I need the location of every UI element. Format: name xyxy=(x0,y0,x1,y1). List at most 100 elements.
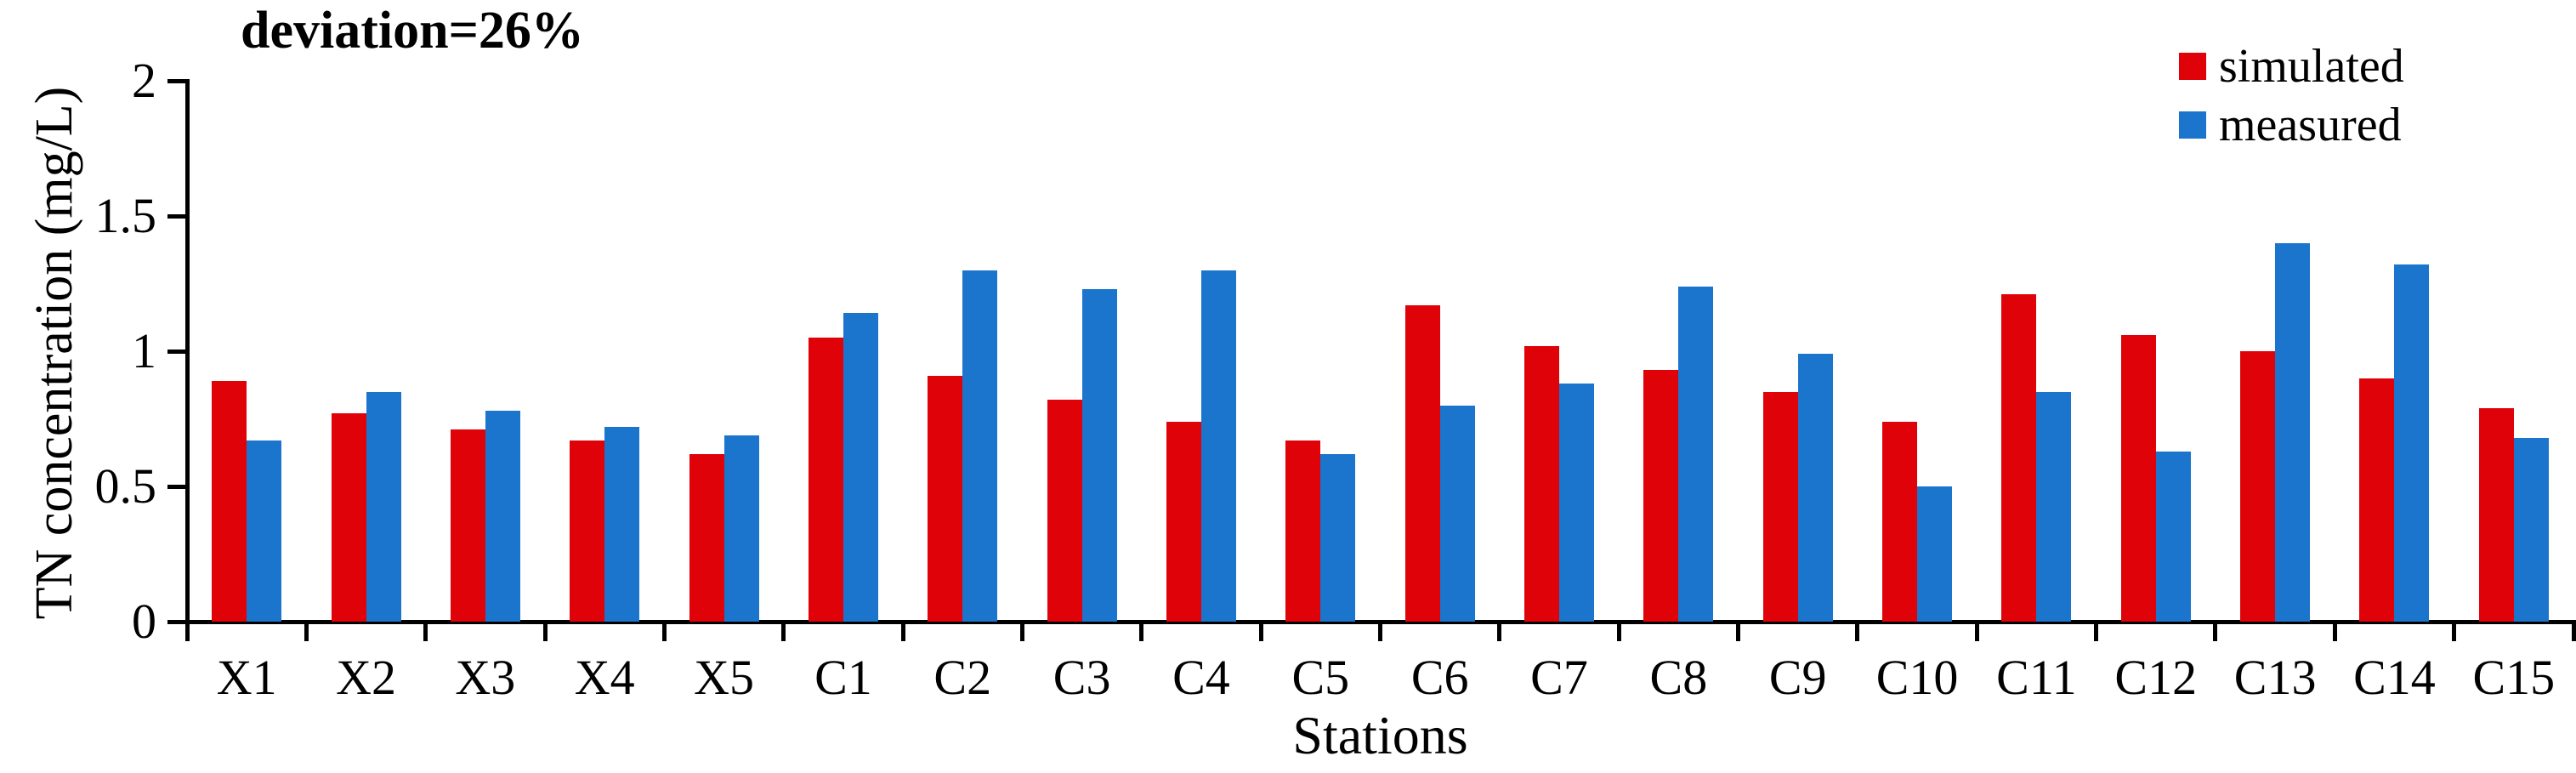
legend-item-simulated: simulated xyxy=(2179,41,2404,92)
x-tick-label-X4: X4 xyxy=(574,650,635,705)
x-tick-label-C2: C2 xyxy=(933,650,992,705)
x-tick-label-X5: X5 xyxy=(694,650,754,705)
x-tick-label-C4: C4 xyxy=(1172,650,1230,705)
y-tick xyxy=(167,619,185,624)
x-tick xyxy=(1855,622,1860,641)
x-tick xyxy=(2571,622,2576,641)
bar-simulated-C12 xyxy=(2120,334,2156,622)
x-tick-label-C11: C11 xyxy=(1996,650,2077,705)
bar-simulated-X3 xyxy=(450,429,485,622)
bar-measured-C4 xyxy=(1200,270,1236,622)
bar-measured-C2 xyxy=(962,270,998,622)
bar-simulated-X4 xyxy=(570,440,605,622)
bar-simulated-C9 xyxy=(1762,391,1798,622)
legend-swatch-simulated xyxy=(2179,53,2206,80)
bar-simulated-C13 xyxy=(2240,351,2276,622)
x-tick xyxy=(304,622,309,641)
x-tick-label-C7: C7 xyxy=(1530,650,1588,705)
x-tick-label-X3: X3 xyxy=(455,650,516,705)
x-tick xyxy=(1019,622,1024,641)
bar-simulated-C1 xyxy=(808,338,843,622)
x-tick-label-C13: C13 xyxy=(2233,650,2317,705)
x-tick xyxy=(2452,622,2457,641)
bar-measured-X1 xyxy=(247,440,282,622)
bar-measured-C5 xyxy=(1320,453,1356,622)
x-tick-label-C9: C9 xyxy=(1768,650,1827,705)
x-tick xyxy=(661,622,667,641)
x-tick-label-C10: C10 xyxy=(1875,650,1959,705)
x-tick-label-X2: X2 xyxy=(336,650,396,705)
bar-simulated-C14 xyxy=(2359,378,2395,622)
x-tick xyxy=(1378,622,1382,641)
bar-measured-C11 xyxy=(2036,391,2072,622)
x-tick xyxy=(2213,622,2218,641)
y-tick-label: 0 xyxy=(132,594,156,649)
legend-item-measured: measured xyxy=(2179,99,2404,151)
x-tick xyxy=(1497,622,1502,641)
x-tick-label-C15: C15 xyxy=(2472,650,2556,705)
x-tick xyxy=(2332,622,2337,641)
bar-measured-C13 xyxy=(2275,242,2311,622)
bar-simulated-C15 xyxy=(2478,407,2514,622)
x-axis-title: Stations xyxy=(1292,705,1468,765)
bar-measured-C3 xyxy=(1081,288,1117,622)
legend-label-simulated: simulated xyxy=(2219,40,2404,93)
y-tick xyxy=(167,349,185,354)
bar-simulated-C5 xyxy=(1285,440,1321,622)
x-tick xyxy=(1974,622,1979,641)
x-tick xyxy=(542,622,548,641)
bar-measured-X3 xyxy=(485,410,520,622)
bar-measured-C10 xyxy=(1917,486,1953,622)
bar-measured-C6 xyxy=(1439,405,1475,622)
x-tick xyxy=(1616,622,1621,641)
x-tick xyxy=(1258,622,1263,641)
bar-simulated-C7 xyxy=(1524,345,1560,622)
bar-simulated-C4 xyxy=(1166,421,1201,622)
bar-measured-X4 xyxy=(604,427,640,622)
bar-measured-C8 xyxy=(1678,286,1714,622)
x-tick-label-C12: C12 xyxy=(2114,650,2198,705)
x-tick xyxy=(1139,622,1144,641)
y-tick xyxy=(167,78,185,83)
x-tick-label-C1: C1 xyxy=(814,650,872,705)
bar-measured-C7 xyxy=(1559,384,1595,622)
bar-simulated-C3 xyxy=(1047,400,1082,622)
y-tick-label: 2 xyxy=(132,53,156,108)
x-tick-label-C3: C3 xyxy=(1053,650,1111,705)
bar-simulated-X1 xyxy=(212,380,247,622)
x-tick-label-C8: C8 xyxy=(1649,650,1708,705)
x-tick xyxy=(1736,622,1741,641)
legend: simulated measured xyxy=(2179,41,2404,151)
y-tick-label: 0.5 xyxy=(94,458,157,514)
bar-measured-C15 xyxy=(2513,437,2549,622)
x-tick xyxy=(2094,622,2099,641)
x-tick xyxy=(781,622,786,641)
y-tick-label: 1.5 xyxy=(94,188,157,243)
x-tick xyxy=(184,622,190,641)
x-tick-label-C5: C5 xyxy=(1291,650,1350,705)
y-axis-line xyxy=(184,79,190,641)
bar-measured-X5 xyxy=(723,435,759,622)
x-tick-label-C6: C6 xyxy=(1410,650,1469,705)
legend-label-measured: measured xyxy=(2219,99,2402,151)
bar-simulated-C8 xyxy=(1643,370,1679,622)
y-tick xyxy=(167,484,185,489)
bar-measured-C9 xyxy=(1797,354,1833,622)
x-tick xyxy=(423,622,428,641)
bar-simulated-C11 xyxy=(2001,294,2037,622)
bar-measured-X2 xyxy=(366,391,401,622)
bar-measured-C14 xyxy=(2394,264,2430,622)
x-tick-label-C14: C14 xyxy=(2353,650,2436,705)
x-tick-label-X1: X1 xyxy=(216,650,277,705)
x-tick xyxy=(900,622,905,641)
bar-simulated-C6 xyxy=(1404,304,1440,622)
bar-simulated-X5 xyxy=(689,453,724,622)
bar-measured-C1 xyxy=(843,313,878,622)
y-tick xyxy=(167,213,185,219)
bar-simulated-C2 xyxy=(928,375,963,622)
legend-swatch-measured xyxy=(2179,111,2206,139)
chart-title: deviation=26% xyxy=(241,2,584,60)
y-tick-label: 1 xyxy=(132,323,156,378)
bar-simulated-C10 xyxy=(1882,421,1918,622)
